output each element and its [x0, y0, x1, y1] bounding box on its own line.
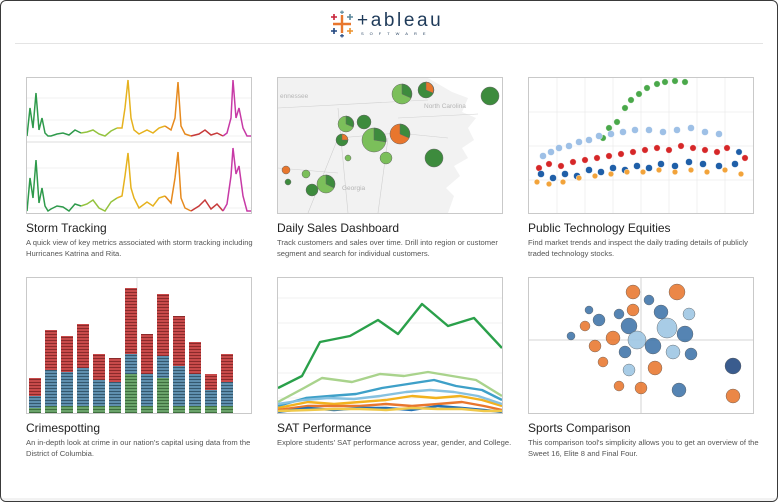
daily-sales-thumbnail[interactable]: ennessee North Carolina Georgia	[277, 77, 503, 214]
tableau-logo-icon[interactable]	[327, 10, 357, 38]
sat-performance-thumbnail[interactable]	[277, 277, 503, 414]
brand-subtitle: SOFTWARE	[361, 31, 432, 36]
brand-name: +ableau	[357, 10, 444, 31]
card-title[interactable]: Storm Tracking	[26, 221, 107, 235]
header: +ableau SOFTWARE	[1, 1, 777, 44]
crime-stacked-bars	[29, 278, 233, 413]
card-title[interactable]: Sports Comparison	[528, 421, 631, 435]
card-description: Find market trends and inspect the daily…	[528, 238, 748, 258]
crimespotting-thumbnail[interactable]	[26, 277, 252, 414]
card-description: Track customers and sales over time. Dri…	[277, 238, 498, 258]
sports-comparison-thumbnail[interactable]	[528, 277, 754, 414]
map-label-tennessee: ennessee	[280, 93, 309, 100]
footer-strip	[1, 498, 777, 501]
card-description: This comparison tool's simplicity allows…	[528, 438, 759, 458]
storm-tracking-chart	[27, 79, 251, 213]
sports-bubble-chart	[529, 278, 753, 413]
sales-map: ennessee North Carolina Georgia	[278, 78, 502, 213]
card-description: A quick view of key metrics associated w…	[26, 238, 253, 258]
card-title[interactable]: SAT Performance	[277, 421, 372, 435]
header-divider	[15, 43, 763, 44]
map-label-north-carolina: North Carolina	[424, 103, 466, 110]
card-description: An in-depth look at crime in our nation'…	[26, 438, 251, 458]
tech-equities-thumbnail[interactable]	[528, 77, 754, 214]
card-title[interactable]: Public Technology Equities	[528, 221, 671, 235]
card-title[interactable]: Crimespotting	[26, 421, 101, 435]
sat-line-chart	[278, 297, 502, 413]
map-label-georgia: Georgia	[342, 185, 366, 192]
card-title[interactable]: Daily Sales Dashboard	[277, 221, 400, 235]
card-description: Explore students' SAT performance across…	[277, 438, 512, 447]
storm-tracking-thumbnail[interactable]	[26, 77, 252, 214]
equities-scatter	[529, 78, 753, 213]
